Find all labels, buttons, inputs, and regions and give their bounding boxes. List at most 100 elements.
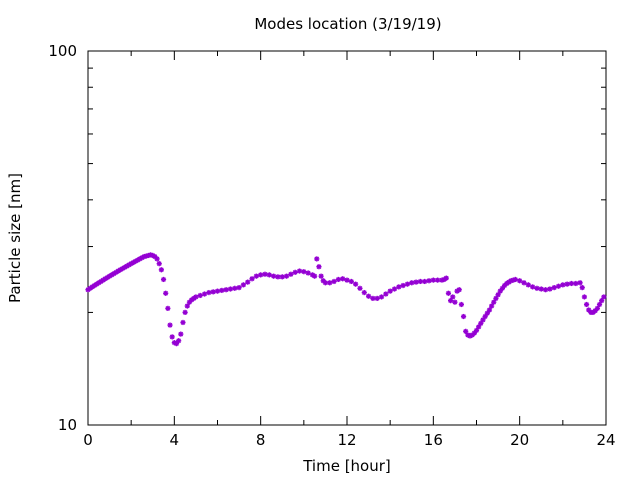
data-point (489, 303, 495, 309)
data-point (547, 286, 553, 292)
data-point (581, 294, 588, 300)
data-point (445, 290, 452, 296)
data-point (596, 301, 603, 308)
data-point (460, 313, 467, 320)
x-tick-label: 12 (337, 431, 356, 449)
x-tick-label: 8 (256, 431, 266, 449)
data-point (236, 285, 242, 291)
data-point (478, 320, 484, 326)
data-point (227, 286, 234, 292)
x-tick-label: 24 (596, 431, 615, 449)
data-point (404, 281, 411, 287)
data-point (245, 279, 251, 285)
data-point (219, 287, 225, 294)
data-point (583, 301, 590, 308)
data-point (316, 264, 322, 270)
plot-frame (87, 50, 607, 426)
data-point (599, 298, 605, 304)
data-point (353, 281, 359, 287)
data-point (601, 294, 607, 300)
data-point (471, 330, 477, 336)
data-point (305, 270, 311, 276)
data-point (318, 273, 324, 279)
data-point (493, 295, 499, 302)
data-point (555, 283, 562, 289)
data-point (476, 324, 482, 330)
data-point (348, 278, 354, 285)
data-point (283, 273, 290, 279)
data-point (197, 292, 203, 299)
data-point (374, 295, 380, 302)
data-point (249, 276, 255, 282)
data-point (176, 338, 182, 344)
data-point (577, 280, 583, 286)
data-point (327, 280, 333, 286)
data-point (491, 299, 497, 305)
x-tick-label: 0 (83, 431, 93, 449)
data-point (413, 279, 419, 285)
data-point (463, 328, 469, 334)
data-point (486, 307, 493, 313)
data-point (178, 331, 184, 337)
data-point (452, 299, 458, 305)
data-point (391, 286, 398, 292)
data-point (340, 276, 346, 282)
data-point (180, 319, 186, 326)
data-point (214, 288, 221, 294)
data-point (512, 276, 518, 283)
data-point (551, 285, 557, 291)
data-point (193, 294, 199, 300)
data-point (365, 293, 372, 299)
data-point (223, 287, 229, 293)
data-point (542, 287, 549, 293)
data-point (443, 275, 449, 281)
data-point (417, 278, 423, 285)
x-axis-label: Time [hour] (302, 457, 391, 475)
data-point (361, 289, 367, 296)
data-point (378, 294, 385, 300)
data-point (383, 291, 389, 297)
x-axis-ticks: 0 4 8 12 16 20 24 (83, 51, 616, 449)
data-point (210, 289, 216, 295)
y-tick-label: 10 (58, 416, 77, 434)
data-point (409, 280, 415, 286)
x-tick-label: 20 (510, 431, 529, 449)
y-axis-ticks: 10 100 (48, 42, 606, 434)
data-point (288, 271, 294, 277)
data-point (450, 294, 456, 300)
data-point (312, 273, 318, 279)
data-point (160, 276, 167, 283)
data-point (499, 285, 505, 291)
data-point (167, 322, 173, 328)
data-point (579, 285, 585, 291)
x-tick-label: 16 (424, 431, 443, 449)
y-axis-label: Particle size [nm] (6, 173, 24, 303)
data-point (480, 317, 486, 323)
data-point (530, 284, 536, 290)
data-point (473, 327, 480, 334)
data-point (240, 282, 246, 288)
data-point (396, 284, 402, 290)
data-point (426, 278, 432, 284)
data-point (538, 286, 544, 292)
data-point (357, 285, 363, 291)
data-point (387, 288, 393, 294)
data-point (344, 277, 350, 283)
data-point (266, 272, 272, 278)
data-point (314, 256, 320, 262)
data-points (85, 252, 607, 347)
data-point (534, 285, 540, 291)
data-point (169, 334, 175, 340)
data-point (301, 269, 307, 275)
data-point (525, 282, 531, 288)
data-point (163, 290, 169, 296)
data-point (448, 298, 454, 304)
data-point (400, 282, 406, 289)
y-minor-ticks (88, 67, 606, 313)
data-point (458, 301, 464, 308)
data-point (594, 305, 600, 312)
data-point (156, 261, 162, 267)
data-point (495, 292, 501, 298)
data-point (456, 287, 462, 293)
